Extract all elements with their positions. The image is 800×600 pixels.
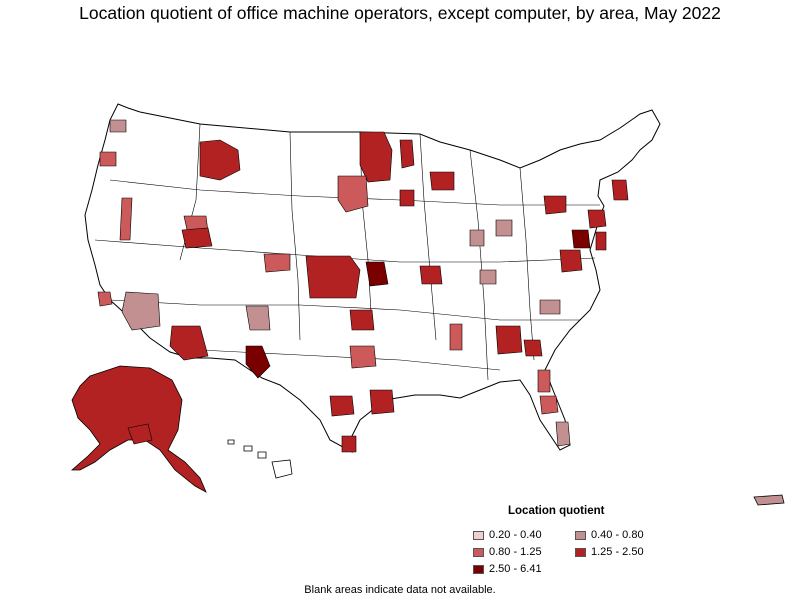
legend-swatch-darkest (473, 564, 484, 574)
area-tennessee (449, 323, 463, 351)
puerto-rico-area (753, 494, 785, 506)
area-new-jersey (595, 231, 607, 251)
alaska-inner-area (127, 423, 153, 445)
legend-swatch-lightest (473, 530, 484, 540)
area-kansas-east (365, 261, 389, 287)
area-oklahoma (349, 309, 375, 331)
area-georgia (495, 325, 523, 355)
legend-label: 0.40 - 0.80 (591, 529, 644, 541)
area-kentucky (479, 269, 497, 285)
legend-title: Location quotient (508, 505, 605, 517)
area-texas-east (369, 389, 395, 415)
area-missouri (419, 265, 443, 285)
area-florida-south (555, 421, 571, 447)
legend-label: 2.50 - 6.41 (489, 563, 542, 575)
area-washington (109, 119, 127, 133)
area-south-carolina (523, 339, 543, 357)
area-arizona-south (169, 325, 209, 361)
area-florida-north (537, 369, 551, 393)
area-los-angeles (97, 291, 113, 307)
footnote: Blank areas indicate data not available. (304, 584, 496, 596)
area-iowa (399, 189, 415, 207)
area-south-dakota (337, 175, 369, 213)
area-indiana (469, 229, 485, 247)
area-minnesota-north (399, 139, 415, 169)
legend-label: 1.25 - 2.50 (591, 546, 644, 558)
legend-item-2-50-6-41: 2.50 - 6.41 (473, 562, 542, 576)
area-north-dakota-east (359, 131, 393, 183)
area-texas-west (245, 345, 271, 379)
legend-item-0-20-0-40: 0.20 - 0.40 (473, 528, 542, 542)
area-florida-central (539, 395, 559, 415)
area-new-york (587, 209, 607, 229)
legend-label: 0.20 - 0.40 (489, 529, 542, 541)
area-kansas-west (305, 255, 361, 299)
area-north-carolina (539, 299, 561, 315)
area-ohio (495, 219, 513, 237)
area-arizona-east (245, 305, 271, 331)
area-colorado (263, 253, 291, 273)
legend-item-0-80-1-25: 0.80 - 1.25 (473, 545, 542, 559)
area-montana-west (199, 139, 241, 181)
area-virginia (559, 249, 583, 273)
area-texas-north (349, 345, 377, 369)
area-california-south (121, 291, 161, 331)
hawaii-islands (227, 439, 293, 479)
area-nevada-north (119, 197, 133, 241)
legend-item-1-25-2-50: 1.25 - 2.50 (575, 545, 644, 559)
legend-swatch-dark (575, 547, 586, 557)
legend-label: 0.80 - 1.25 (489, 546, 542, 558)
area-utah-central (181, 227, 213, 249)
area-texas-south (341, 435, 357, 453)
area-pennsylvania (543, 195, 567, 215)
legend-swatch-light (575, 530, 586, 540)
legend-item-0-40-0-80: 0.40 - 0.80 (575, 528, 644, 542)
map-title: Location quotient of office machine oper… (79, 3, 721, 23)
area-oregon (99, 151, 117, 167)
legend-swatch-medium (473, 547, 484, 557)
area-maryland (571, 229, 591, 249)
colored-areas (97, 119, 629, 453)
area-new-england (611, 179, 629, 201)
area-wisconsin (429, 171, 455, 191)
area-texas-central (329, 395, 355, 417)
